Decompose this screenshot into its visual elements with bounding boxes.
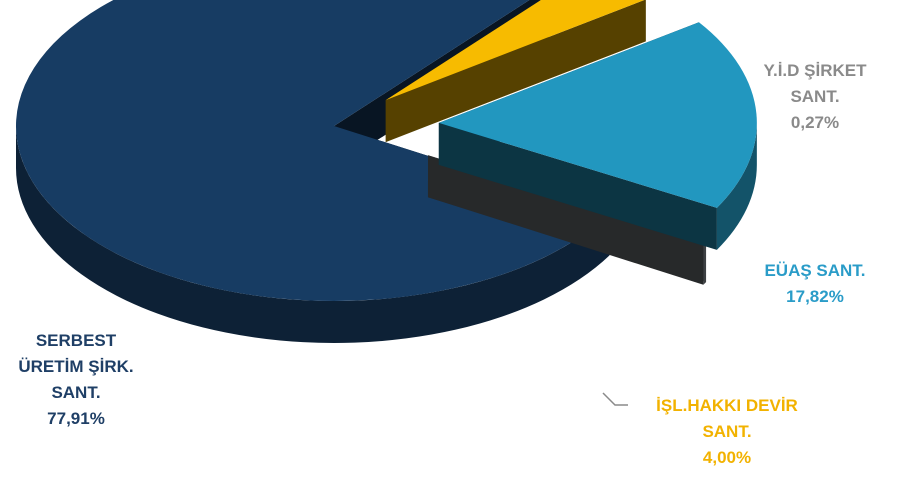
label-islhakki: İŞL.HAKKI DEVİR SANT. 4,00% <box>656 396 798 467</box>
label-serbest: SERBEST ÜRETİM ŞİRK. SANT. 77,91% <box>18 331 134 428</box>
leader-line-islhakki <box>602 392 628 406</box>
label-yid: Y.İ.D ŞİRKET SANT. 0,27% <box>763 61 867 132</box>
slice-islhakki <box>385 0 646 143</box>
label-euas: EÜAŞ SANT. 17,82% <box>764 261 866 306</box>
slice-euas <box>438 22 757 250</box>
